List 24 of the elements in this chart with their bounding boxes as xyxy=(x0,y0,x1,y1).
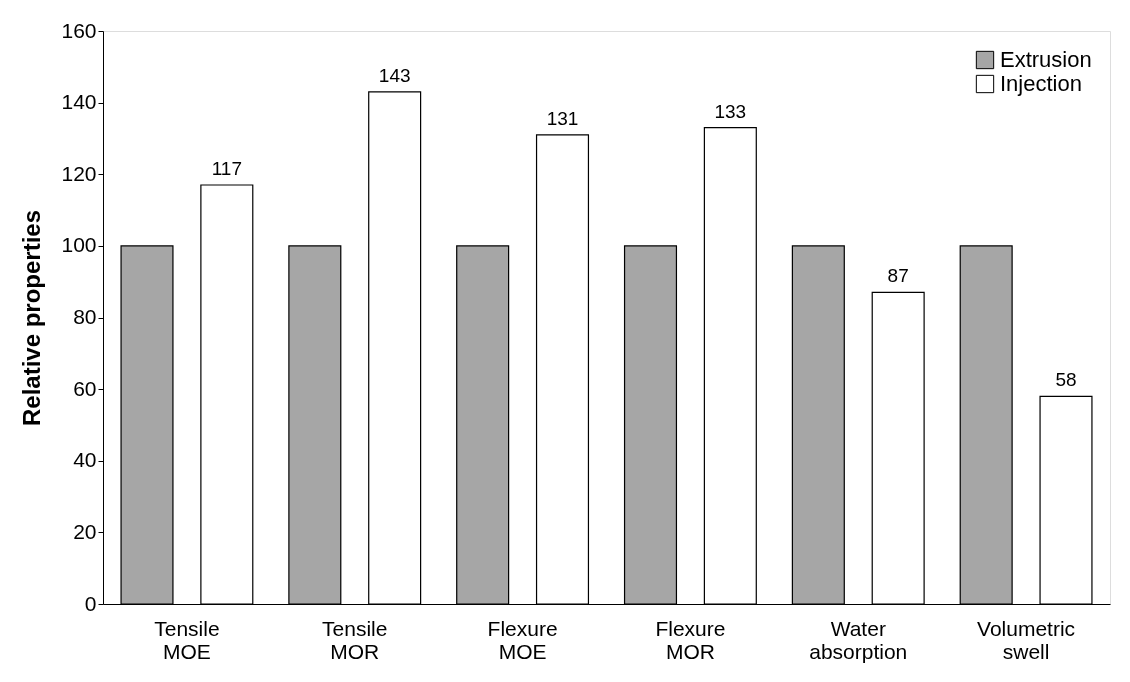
data-label: 58 xyxy=(1055,369,1077,391)
y-tick-label: 0 xyxy=(84,591,97,615)
legend-label: Extrusion xyxy=(1000,47,1092,72)
data-label: 117 xyxy=(211,157,242,179)
data-label: 133 xyxy=(714,100,747,122)
x-tick-label: Flexure MOR xyxy=(655,616,726,663)
legend-label: Injection xyxy=(1000,71,1082,96)
y-tick-label: 20 xyxy=(73,519,97,543)
x-tick-label: Volumetric swell xyxy=(977,616,1076,663)
data-label: 87 xyxy=(887,265,909,287)
y-tick-label: 40 xyxy=(73,448,97,472)
y-axis-title: Relative properties xyxy=(18,209,46,427)
y-tick-label: 60 xyxy=(73,376,97,400)
y-tick-label: 140 xyxy=(61,90,97,114)
y-tick-label: 100 xyxy=(61,233,97,257)
x-tick-label: Tensile MOR xyxy=(322,616,388,663)
data-label: 131 xyxy=(546,107,579,129)
y-tick-label: 80 xyxy=(73,305,97,328)
data-label: 143 xyxy=(378,64,411,86)
x-tick-label: Flexure MOE xyxy=(487,616,558,663)
x-tick-label: Water absorption xyxy=(809,616,908,663)
y-tick-label: 160 xyxy=(61,18,97,42)
y-tick-label: 120 xyxy=(61,161,97,185)
x-tick-label: Tensile MOE xyxy=(154,616,220,663)
